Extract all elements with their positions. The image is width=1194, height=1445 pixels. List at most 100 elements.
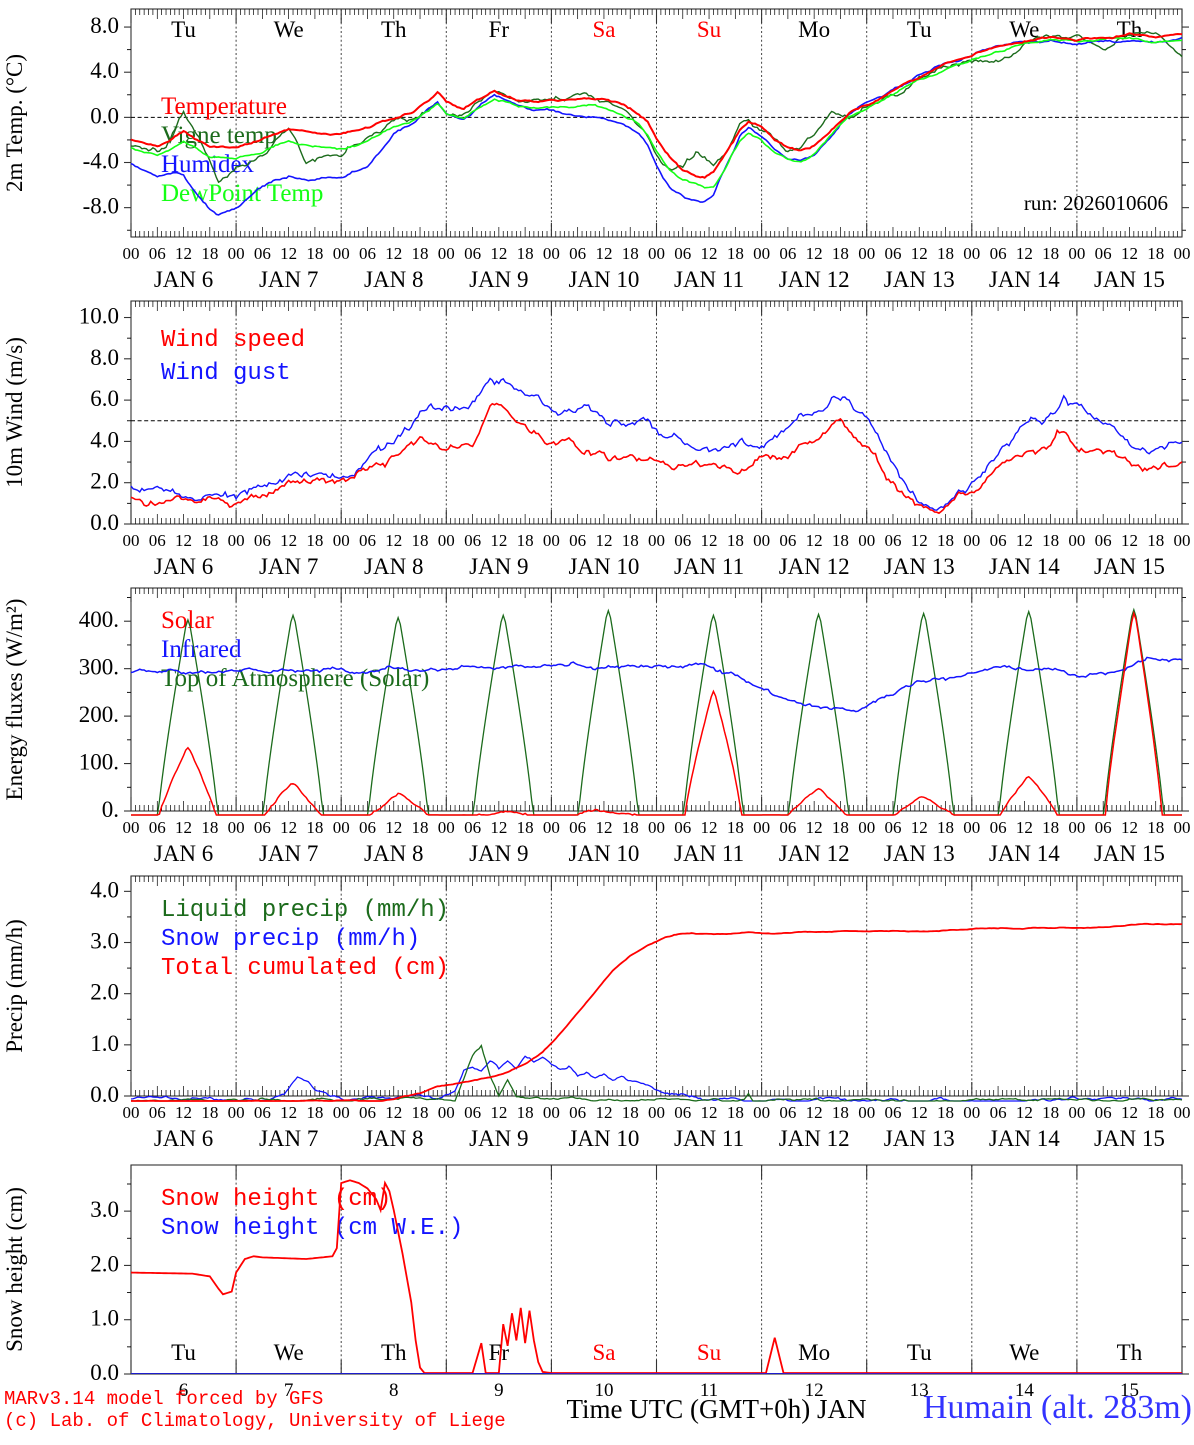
svg-text:00: 00 (438, 244, 455, 263)
svg-text:Mo: Mo (798, 1340, 830, 1365)
svg-text:06: 06 (149, 818, 166, 837)
svg-text:Tu: Tu (171, 17, 196, 42)
svg-text:06: 06 (1095, 818, 1112, 837)
svg-text:12: 12 (1121, 818, 1138, 837)
svg-text:12: 12 (490, 1103, 507, 1122)
svg-text:300.: 300. (79, 655, 119, 680)
svg-text:06: 06 (254, 531, 271, 550)
svg-text:00: 00 (963, 244, 980, 263)
svg-text:18: 18 (201, 818, 218, 837)
svg-text:JAN 15: JAN 15 (1094, 841, 1165, 866)
svg-text:00: 00 (648, 531, 665, 550)
svg-text:JAN 9: JAN 9 (469, 554, 528, 579)
svg-text:18: 18 (306, 244, 323, 263)
svg-text:3.0: 3.0 (90, 1197, 119, 1222)
svg-text:18: 18 (201, 531, 218, 550)
svg-text:18: 18 (1042, 818, 1059, 837)
svg-text:18: 18 (937, 1103, 954, 1122)
svg-text:6.0: 6.0 (90, 386, 119, 411)
svg-text:8.0: 8.0 (90, 345, 119, 370)
svg-text:18: 18 (727, 244, 744, 263)
svg-text:JAN 10: JAN 10 (568, 554, 639, 579)
svg-text:Tu: Tu (171, 1340, 196, 1365)
svg-text:00: 00 (1174, 1103, 1191, 1122)
svg-text:12: 12 (806, 818, 823, 837)
svg-text:18: 18 (1147, 531, 1164, 550)
svg-text:12: 12 (1121, 244, 1138, 263)
svg-text:12: 12 (385, 244, 402, 263)
svg-text:1.0: 1.0 (90, 1031, 119, 1056)
svg-text:18: 18 (1147, 818, 1164, 837)
svg-text:-4.0: -4.0 (83, 149, 119, 174)
svg-text:06: 06 (779, 1103, 796, 1122)
svg-text:06: 06 (254, 1103, 271, 1122)
svg-text:18: 18 (412, 244, 429, 263)
svg-text:12: 12 (385, 531, 402, 550)
svg-text:3.0: 3.0 (90, 929, 119, 954)
svg-text:00: 00 (333, 531, 350, 550)
svg-text:JAN 8: JAN 8 (364, 841, 423, 866)
svg-text:00: 00 (1174, 531, 1191, 550)
svg-text:run: 2026010606: run: 2026010606 (1024, 191, 1168, 215)
svg-text:12: 12 (806, 531, 823, 550)
svg-text:06: 06 (569, 531, 586, 550)
svg-text:18: 18 (306, 531, 323, 550)
svg-text:18: 18 (1042, 244, 1059, 263)
svg-text:12: 12 (806, 244, 823, 263)
svg-text:Temperature: Temperature (161, 93, 287, 120)
svg-text:18: 18 (622, 818, 639, 837)
svg-text:18: 18 (1147, 244, 1164, 263)
svg-text:06: 06 (569, 1103, 586, 1122)
svg-text:JAN 8: JAN 8 (364, 1126, 423, 1151)
svg-text:JAN 6: JAN 6 (154, 1126, 213, 1151)
svg-text:06: 06 (359, 1103, 376, 1122)
svg-text:00: 00 (858, 244, 875, 263)
svg-text:18: 18 (306, 818, 323, 837)
svg-text:18: 18 (201, 1103, 218, 1122)
svg-text:18: 18 (727, 1103, 744, 1122)
svg-text:12: 12 (806, 1103, 823, 1122)
svg-text:18: 18 (622, 1103, 639, 1122)
svg-text:00: 00 (1068, 1103, 1085, 1122)
svg-text:9: 9 (494, 1380, 504, 1401)
svg-text:06: 06 (674, 244, 691, 263)
svg-text:Th: Th (381, 17, 407, 42)
svg-text:06: 06 (254, 818, 271, 837)
svg-text:JAN 15: JAN 15 (1094, 267, 1165, 292)
svg-text:JAN 11: JAN 11 (674, 554, 744, 579)
svg-text:18: 18 (1042, 531, 1059, 550)
svg-text:18: 18 (517, 818, 534, 837)
svg-text:Tu: Tu (907, 17, 932, 42)
svg-text:Time UTC (GMT+0h) JAN: Time UTC (GMT+0h) JAN (567, 1394, 867, 1424)
svg-text:06: 06 (990, 1103, 1007, 1122)
svg-text:12: 12 (1121, 1103, 1138, 1122)
svg-text:-8.0: -8.0 (83, 194, 119, 219)
svg-text:Liquid precip (mm/h): Liquid precip (mm/h) (161, 897, 449, 924)
svg-text:06: 06 (1095, 531, 1112, 550)
svg-text:JAN 7: JAN 7 (259, 267, 318, 292)
svg-text:JAN 15: JAN 15 (1094, 1126, 1165, 1151)
svg-text:18: 18 (832, 531, 849, 550)
svg-text:JAN 12: JAN 12 (779, 267, 850, 292)
svg-text:00: 00 (123, 531, 140, 550)
svg-text:06: 06 (569, 244, 586, 263)
svg-text:JAN 12: JAN 12 (779, 1126, 850, 1151)
svg-text:2.0: 2.0 (90, 469, 119, 494)
svg-text:18: 18 (832, 1103, 849, 1122)
svg-text:400.: 400. (79, 607, 119, 632)
svg-text:JAN 15: JAN 15 (1094, 554, 1165, 579)
svg-text:06: 06 (149, 531, 166, 550)
svg-text:We: We (1009, 1340, 1039, 1365)
svg-text:JAN 9: JAN 9 (469, 267, 528, 292)
svg-text:JAN 13: JAN 13 (884, 1126, 955, 1151)
svg-text:12: 12 (175, 818, 192, 837)
svg-text:0.0: 0.0 (90, 1360, 119, 1385)
svg-text:12: 12 (911, 1103, 928, 1122)
svg-text:12: 12 (385, 1103, 402, 1122)
svg-text:JAN 6: JAN 6 (154, 554, 213, 579)
svg-text:Tu: Tu (907, 1340, 932, 1365)
svg-text:100.: 100. (79, 750, 119, 775)
svg-text:Precip (mm/h): Precip (mm/h) (2, 919, 27, 1053)
svg-text:Fr: Fr (489, 17, 510, 42)
svg-text:06: 06 (779, 531, 796, 550)
